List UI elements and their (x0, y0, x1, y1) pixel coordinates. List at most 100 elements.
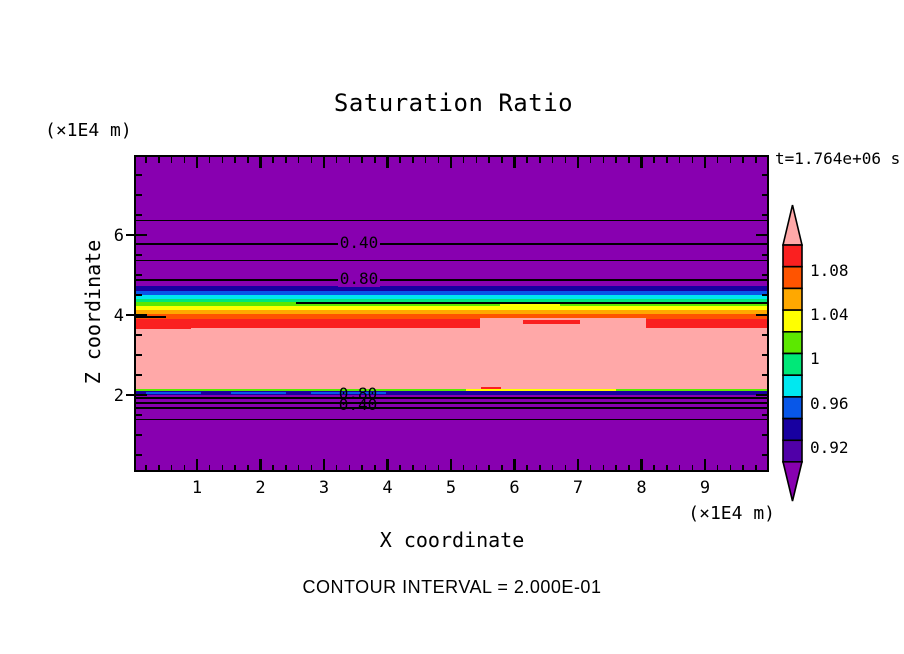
x-tick (526, 464, 528, 470)
colorbar-tick-label: 1.08 (810, 261, 849, 280)
x-tick-label: 5 (445, 478, 457, 498)
stripe-red-speck (481, 387, 501, 389)
band-orange-red (136, 314, 767, 319)
y-tick (136, 194, 142, 196)
x-tick-label: 1 (191, 478, 203, 498)
y-axis-units: (×1E4 m) (45, 120, 132, 141)
x-tick (678, 464, 681, 470)
x-tick (475, 464, 478, 470)
x-axis-label: X coordinate (379, 528, 525, 552)
x-tick (589, 157, 592, 163)
x-tick (729, 157, 732, 163)
x-tick (628, 157, 630, 163)
y-tick-label: 2 (113, 386, 124, 406)
y-tick (761, 174, 767, 176)
x-tick (412, 464, 414, 470)
contour-label-080-upper: 0.80 (338, 269, 380, 288)
x-tick (170, 157, 173, 163)
colorbar-segment-red (782, 244, 803, 268)
x-tick (208, 157, 211, 163)
x-tick (208, 464, 211, 470)
time-annotation: t=1.764e+06 s (775, 149, 901, 168)
x-tick (183, 157, 186, 163)
contour-line-0.20-upper (136, 220, 767, 222)
x-tick (602, 464, 605, 470)
contour-line-0.40-upper (136, 242, 767, 245)
x-tick (297, 464, 300, 470)
x-tick (335, 464, 338, 470)
x-tick (628, 464, 630, 470)
x-tick (488, 464, 490, 470)
contour-line-0.80-upper (136, 278, 767, 281)
x-tick (183, 464, 186, 470)
stripe-yellow-lower (466, 388, 616, 391)
x-tick (399, 157, 401, 163)
x-tick (462, 157, 465, 163)
colorbar-segment-yellow (782, 309, 803, 333)
y-tick (761, 254, 767, 256)
stripe-blue-dash-2 (231, 391, 286, 394)
x-tick (361, 464, 363, 470)
x-tick (576, 459, 580, 470)
x-tick (386, 157, 389, 168)
plot-title: Saturation Ratio (333, 89, 574, 117)
x-tick (247, 464, 249, 470)
x-tick (551, 464, 554, 470)
x-tick (640, 459, 643, 470)
x-tick (348, 464, 351, 470)
x-tick (539, 464, 541, 470)
x-tick (234, 464, 236, 470)
x-tick (221, 157, 224, 163)
x-tick (755, 464, 757, 470)
y-tick (761, 374, 767, 376)
band-green (136, 302, 767, 306)
x-tick (742, 464, 744, 470)
y-tick (761, 294, 767, 296)
patch-red-dash (523, 320, 580, 324)
colorbar-segment-orange (782, 287, 803, 311)
x-tick (272, 464, 274, 470)
x-tick (666, 464, 668, 470)
x-tick (374, 157, 376, 163)
colorbar-segment-cyan (782, 374, 803, 398)
patch-red-left (136, 325, 191, 329)
x-tick (348, 157, 351, 163)
y-tick (761, 194, 767, 196)
colorbar-tick-label: 0.92 (810, 438, 849, 457)
band-spring-green (136, 299, 767, 302)
colorbar-segment-green (782, 331, 803, 355)
y-tick (761, 434, 767, 436)
band-orange (136, 309, 767, 314)
x-tick (615, 157, 617, 163)
x-tick (488, 157, 490, 163)
x-tick (272, 157, 274, 163)
y-tick-label: 4 (113, 306, 124, 326)
y-tick (136, 414, 142, 416)
contour-line-0.80-lower (136, 396, 767, 399)
x-axis-units: (×1E4 m) (688, 503, 775, 524)
x-tick (335, 157, 338, 163)
colorbar-tick-label: 0.96 (810, 394, 849, 413)
band-yellow (136, 305, 767, 310)
contour-line-1.00 (296, 302, 767, 304)
x-tick (755, 157, 757, 163)
y-tick (136, 434, 142, 436)
x-tick (640, 157, 643, 168)
y-tick (761, 274, 767, 276)
contour-label-040-upper: 0.40 (338, 233, 380, 252)
y-tick (136, 354, 142, 356)
y-tick (756, 393, 767, 397)
colorbar-bottom-arrow (781, 460, 804, 502)
x-tick (221, 464, 224, 470)
y-tick (756, 313, 767, 317)
x-tick (526, 157, 528, 163)
y-tick (136, 393, 147, 397)
x-tick (386, 459, 389, 470)
x-tick (666, 157, 668, 163)
x-tick (285, 157, 287, 163)
x-tick (424, 157, 427, 163)
contour-line-fragment (136, 315, 166, 318)
y-tick (136, 374, 142, 376)
x-tick (716, 464, 719, 470)
